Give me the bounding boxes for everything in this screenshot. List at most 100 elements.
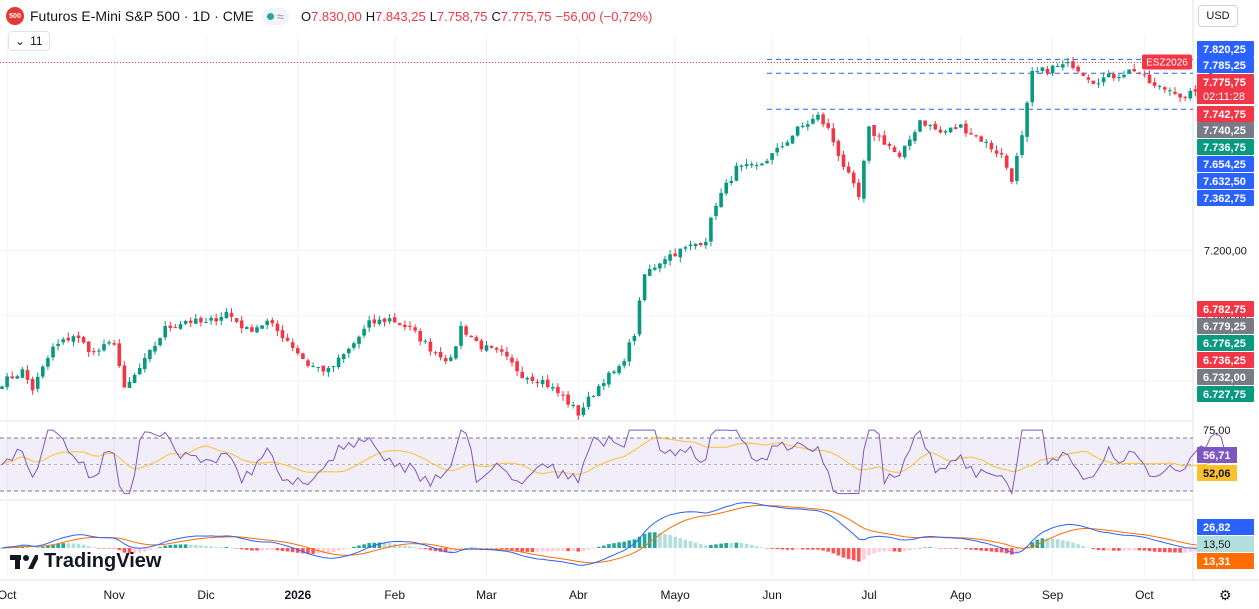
candle-body bbox=[1061, 64, 1065, 68]
macd-hist-bar bbox=[525, 548, 530, 552]
macd-hist-bar bbox=[46, 545, 50, 548]
candle-body bbox=[403, 324, 407, 328]
macd-hist-bar bbox=[596, 546, 601, 548]
candle-body bbox=[265, 320, 269, 325]
candle-body bbox=[1055, 66, 1060, 68]
symbol-tag bbox=[1142, 54, 1192, 70]
macd-hist-bar bbox=[729, 543, 734, 548]
price-axis-tag-label: 7.820,25 bbox=[1203, 44, 1246, 56]
macd-hist-bar bbox=[999, 548, 1004, 553]
macd-hist-value-label: 13,50 bbox=[1203, 539, 1231, 551]
macd-hist-bar bbox=[204, 546, 208, 548]
candle-body bbox=[418, 330, 422, 342]
macd-hist-bar bbox=[969, 548, 973, 550]
candle-body bbox=[209, 317, 213, 321]
macd-hist-bar bbox=[887, 548, 892, 552]
macd-hist-bar bbox=[749, 544, 754, 548]
candle-body bbox=[627, 342, 632, 362]
macd-hist-bar bbox=[474, 547, 479, 549]
candle-body bbox=[1157, 85, 1162, 87]
tradingview-logo: TradingView bbox=[10, 550, 161, 573]
macd-hist-bar bbox=[30, 547, 35, 549]
macd-hist-bar bbox=[1188, 548, 1193, 552]
candle-body bbox=[551, 387, 555, 389]
candle-body bbox=[770, 153, 774, 160]
candle-body bbox=[341, 354, 346, 360]
macd-hist-bar bbox=[234, 548, 239, 549]
candle-body bbox=[76, 335, 81, 339]
candle-body bbox=[678, 248, 683, 258]
candle-body bbox=[785, 142, 790, 146]
candle-body bbox=[250, 327, 254, 332]
candle-body bbox=[1020, 135, 1024, 156]
macd-hist-bar bbox=[459, 548, 463, 549]
candle-body bbox=[1086, 77, 1091, 80]
candle-body bbox=[938, 129, 943, 133]
candle-body bbox=[1076, 66, 1080, 72]
candle-body bbox=[46, 358, 50, 367]
macd-hist-bar bbox=[107, 548, 111, 549]
rsi-line bbox=[1, 429, 1227, 496]
candle-body bbox=[928, 125, 932, 127]
macd-hist-bar bbox=[71, 543, 76, 548]
candle-body bbox=[1112, 73, 1116, 79]
macd-hist-bar bbox=[321, 548, 326, 554]
macd-hist-bar bbox=[433, 548, 438, 552]
macd-hist-bar bbox=[1091, 548, 1096, 550]
candle-body bbox=[275, 323, 280, 331]
candle-body bbox=[586, 396, 591, 407]
macd-hist-bar bbox=[882, 548, 887, 552]
candle-body bbox=[449, 357, 453, 361]
macd-hist-bar bbox=[902, 548, 907, 552]
candle-body bbox=[153, 345, 157, 352]
macd-hist-bar bbox=[831, 548, 836, 554]
status-pill[interactable]: ≈ bbox=[261, 7, 289, 25]
macd-hist-bar bbox=[811, 548, 815, 550]
candle-body bbox=[454, 346, 458, 359]
macd-hist-bar bbox=[153, 548, 157, 549]
candle-body bbox=[245, 327, 249, 329]
macd-hist-bar bbox=[1076, 544, 1080, 548]
macd-hist-bar bbox=[423, 548, 428, 550]
macd-hist-bar bbox=[377, 542, 382, 548]
candle-body bbox=[204, 321, 208, 323]
macd-hist-bar bbox=[413, 546, 417, 548]
price-axis-tag-label: 7.362,75 bbox=[1203, 193, 1246, 205]
candle-body bbox=[515, 361, 519, 372]
macd-hist-bar bbox=[403, 545, 407, 548]
close-value: 7.775,75 bbox=[500, 8, 552, 24]
candle-body bbox=[56, 343, 60, 347]
candle-body bbox=[719, 192, 723, 208]
candle-body bbox=[352, 343, 356, 348]
candle-body bbox=[137, 368, 142, 375]
macd-hist-bar bbox=[821, 548, 825, 551]
low-value: 7.758,75 bbox=[436, 8, 488, 24]
candle-body bbox=[326, 367, 331, 373]
indicators-toggle[interactable]: ⌄ 11 bbox=[8, 31, 50, 51]
price-axis-tag-label: 6.779,25 bbox=[1203, 321, 1246, 333]
time-tick-label: Oct bbox=[0, 588, 17, 602]
candle-body bbox=[132, 374, 137, 384]
currency-selector[interactable]: USD bbox=[1198, 5, 1238, 27]
candle-body bbox=[811, 118, 815, 124]
macd-hist-bar bbox=[586, 548, 591, 550]
candle-body bbox=[1132, 68, 1136, 72]
symbol-title[interactable]: Futuros E-Mini S&P 500 · 1D · CME bbox=[30, 8, 254, 24]
macd-signal-line bbox=[1, 504, 1227, 564]
candle-body bbox=[331, 366, 336, 368]
macd-hist-bar bbox=[857, 548, 861, 562]
macd-hist-bar bbox=[239, 548, 244, 550]
candle-body bbox=[857, 182, 861, 198]
candle-body bbox=[790, 135, 795, 144]
open-value: 7.830,00 bbox=[311, 8, 362, 24]
macd-hist-bar bbox=[341, 548, 346, 550]
candle-body bbox=[1091, 80, 1096, 84]
macd-hist-bar bbox=[551, 548, 555, 552]
macd-hist-bar bbox=[918, 547, 922, 549]
settings-gear-icon[interactable]: ⚙ bbox=[1219, 587, 1232, 603]
macd-hist-bar bbox=[500, 548, 504, 549]
candle-body bbox=[897, 152, 902, 157]
candle-body bbox=[571, 405, 575, 407]
macd-hist-bar bbox=[1030, 542, 1034, 548]
